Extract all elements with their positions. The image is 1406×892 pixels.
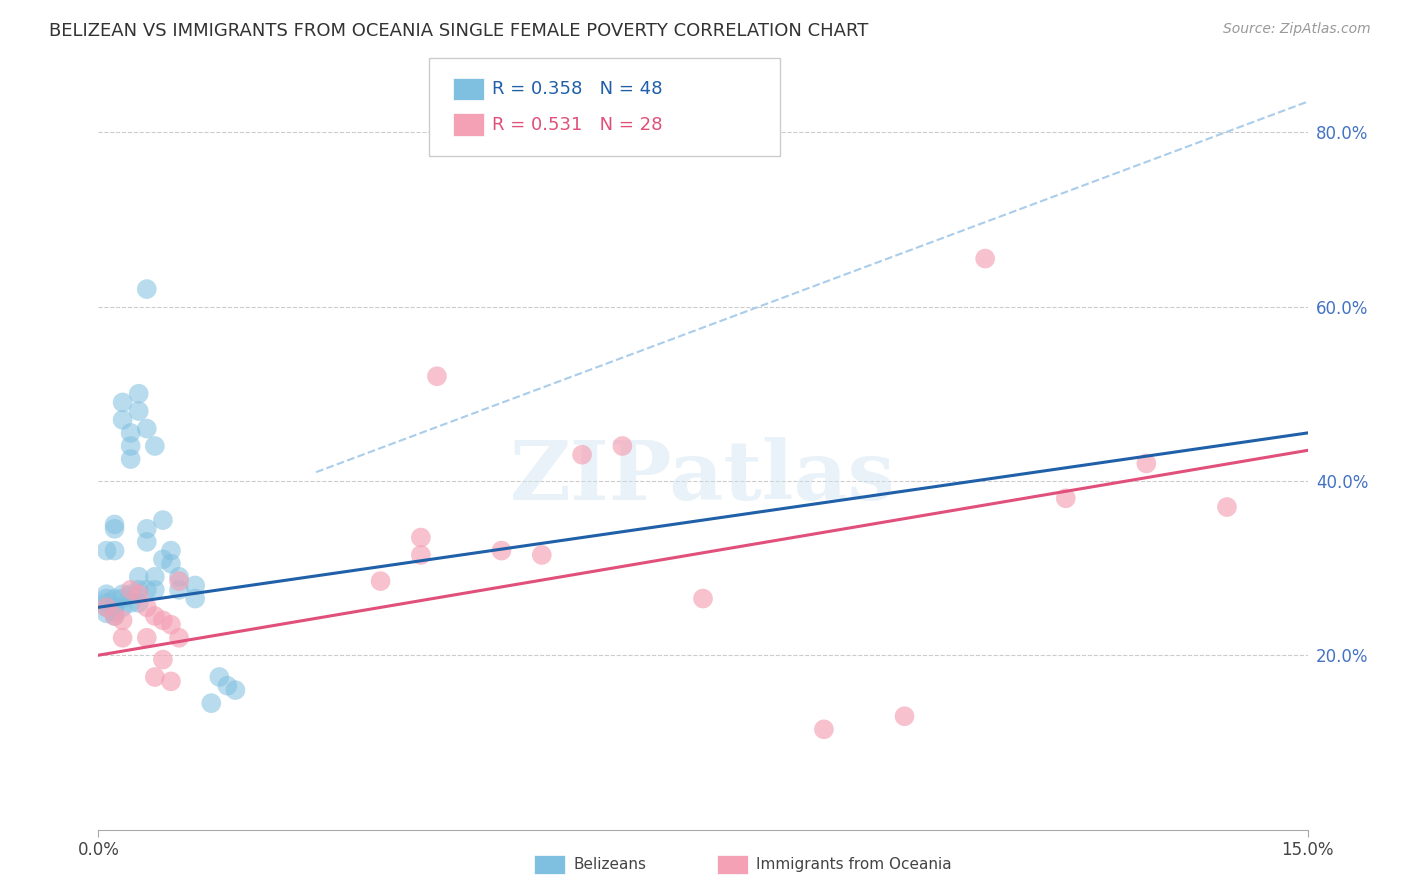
Point [208,670,231,684]
Point [143,582,166,597]
Point [135,582,157,597]
Point [128,582,150,597]
Point [120,425,142,440]
Point [135,534,157,549]
Point [152,652,174,666]
Point [128,386,150,401]
Point [96,591,118,606]
Point [128,404,150,418]
Point [103,517,125,532]
Point [152,513,174,527]
Point [370,574,392,588]
Point [224,683,246,698]
Point [103,543,125,558]
Point [1054,491,1077,506]
Point [103,522,125,536]
Point [409,531,432,545]
Point [120,582,142,597]
Point [103,609,125,624]
Point [143,439,166,453]
Point [135,600,157,615]
Point [120,587,142,601]
Text: R = 0.358   N = 48: R = 0.358 N = 48 [492,80,662,98]
Point [200,696,222,710]
Point [160,617,183,632]
Point [692,591,714,606]
Point [135,522,157,536]
Text: Belizeans: Belizeans [574,857,647,871]
Point [167,582,190,597]
Point [103,591,125,606]
Point [135,421,157,435]
Point [426,369,449,384]
Point [128,587,150,601]
Point [160,674,183,689]
Point [111,591,134,606]
Text: R = 0.531   N = 28: R = 0.531 N = 28 [492,116,662,134]
Text: BELIZEAN VS IMMIGRANTS FROM OCEANIA SINGLE FEMALE POVERTY CORRELATION CHART: BELIZEAN VS IMMIGRANTS FROM OCEANIA SING… [49,22,869,40]
Point [135,282,157,296]
Point [96,600,118,615]
Point [111,587,134,601]
Point [152,613,174,627]
Point [612,439,634,453]
Point [103,605,125,619]
Point [111,600,134,615]
Point [111,413,134,427]
Point [135,631,157,645]
Point [143,670,166,684]
Point [120,596,142,610]
Point [96,587,118,601]
Text: Source: ZipAtlas.com: Source: ZipAtlas.com [1223,22,1371,37]
Point [167,574,190,588]
Point [160,543,183,558]
Point [530,548,553,562]
Point [120,439,142,453]
Point [96,596,118,610]
Point [111,631,134,645]
Point [571,448,593,462]
Point [143,570,166,584]
Point [184,591,207,606]
Point [160,557,183,571]
Point [96,607,118,621]
Point [1216,500,1239,514]
Point [167,631,190,645]
Point [128,570,150,584]
Point [103,600,125,615]
Text: Immigrants from Oceania: Immigrants from Oceania [756,857,952,871]
Point [1135,457,1157,471]
Point [120,452,142,467]
Point [409,548,432,562]
Point [217,679,239,693]
Point [491,543,513,558]
Point [167,570,190,584]
Point [128,596,150,610]
Point [111,613,134,627]
Point [96,543,118,558]
Point [813,723,835,737]
Point [103,609,125,624]
Point [893,709,915,723]
Point [184,578,207,592]
Point [974,252,997,266]
Point [152,552,174,566]
Point [111,395,134,409]
Point [96,600,118,615]
Point [143,609,166,624]
Text: ZIPatlas: ZIPatlas [510,437,896,516]
